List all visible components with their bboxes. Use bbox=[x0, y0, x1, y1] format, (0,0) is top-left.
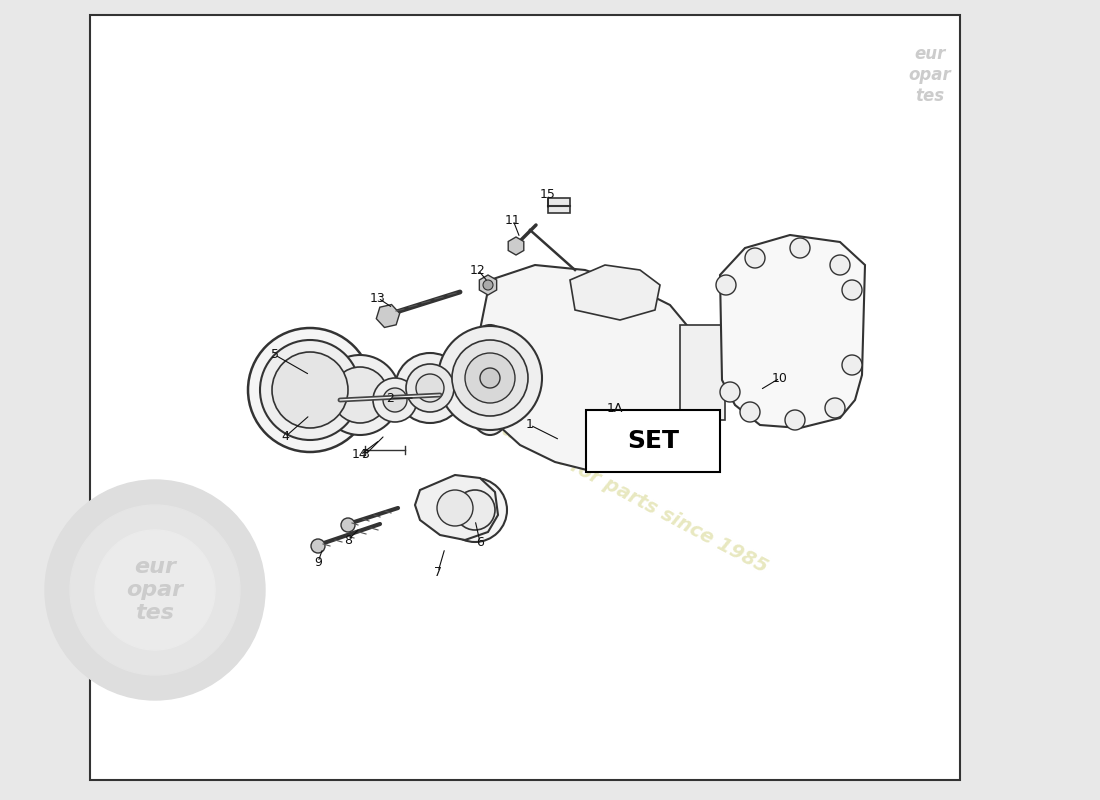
Circle shape bbox=[416, 374, 444, 402]
Circle shape bbox=[332, 367, 388, 423]
Circle shape bbox=[842, 355, 862, 375]
FancyBboxPatch shape bbox=[680, 325, 725, 420]
Circle shape bbox=[790, 238, 810, 258]
Circle shape bbox=[311, 539, 324, 553]
Circle shape bbox=[341, 518, 355, 532]
Circle shape bbox=[740, 402, 760, 422]
FancyBboxPatch shape bbox=[586, 410, 720, 472]
Text: SET: SET bbox=[627, 429, 679, 453]
Text: 7: 7 bbox=[434, 566, 442, 578]
Text: 11: 11 bbox=[505, 214, 521, 226]
Circle shape bbox=[395, 353, 465, 423]
Circle shape bbox=[443, 478, 507, 542]
Text: eur
opar
tes: eur opar tes bbox=[126, 557, 184, 623]
Circle shape bbox=[406, 364, 454, 412]
Circle shape bbox=[260, 340, 360, 440]
Text: eur
opar
tes: eur opar tes bbox=[909, 45, 952, 105]
Text: 3: 3 bbox=[361, 449, 368, 462]
Text: 13: 13 bbox=[370, 291, 386, 305]
FancyBboxPatch shape bbox=[548, 198, 570, 213]
Text: 9: 9 bbox=[315, 555, 322, 569]
Circle shape bbox=[455, 490, 495, 530]
Text: 1: 1 bbox=[526, 418, 534, 431]
Circle shape bbox=[480, 368, 501, 388]
Text: 10: 10 bbox=[772, 371, 788, 385]
Circle shape bbox=[95, 530, 214, 650]
Ellipse shape bbox=[462, 325, 517, 435]
Circle shape bbox=[785, 410, 805, 430]
Polygon shape bbox=[415, 475, 498, 540]
FancyBboxPatch shape bbox=[90, 15, 960, 780]
Circle shape bbox=[320, 355, 400, 435]
Circle shape bbox=[745, 248, 764, 268]
Circle shape bbox=[248, 328, 372, 452]
Circle shape bbox=[830, 255, 850, 275]
Text: 8: 8 bbox=[344, 534, 352, 546]
Circle shape bbox=[438, 326, 542, 430]
Text: 1A: 1A bbox=[607, 402, 624, 414]
Circle shape bbox=[437, 490, 473, 526]
Polygon shape bbox=[478, 265, 715, 472]
Circle shape bbox=[716, 275, 736, 295]
Text: 2: 2 bbox=[386, 391, 394, 405]
Circle shape bbox=[465, 353, 515, 403]
Polygon shape bbox=[720, 235, 865, 428]
Circle shape bbox=[70, 505, 240, 675]
Circle shape bbox=[825, 398, 845, 418]
Text: 12: 12 bbox=[470, 263, 486, 277]
Text: 4: 4 bbox=[282, 430, 289, 443]
Circle shape bbox=[45, 480, 265, 700]
Text: 5: 5 bbox=[271, 349, 279, 362]
Circle shape bbox=[483, 280, 493, 290]
Circle shape bbox=[272, 352, 348, 428]
Text: 14: 14 bbox=[352, 449, 367, 462]
Circle shape bbox=[452, 340, 528, 416]
Text: a passion for parts since 1985: a passion for parts since 1985 bbox=[469, 404, 771, 576]
Text: 15: 15 bbox=[540, 189, 556, 202]
Polygon shape bbox=[570, 265, 660, 320]
Circle shape bbox=[842, 280, 862, 300]
Text: 6: 6 bbox=[476, 535, 484, 549]
Circle shape bbox=[383, 388, 407, 412]
Circle shape bbox=[720, 382, 740, 402]
Circle shape bbox=[373, 378, 417, 422]
